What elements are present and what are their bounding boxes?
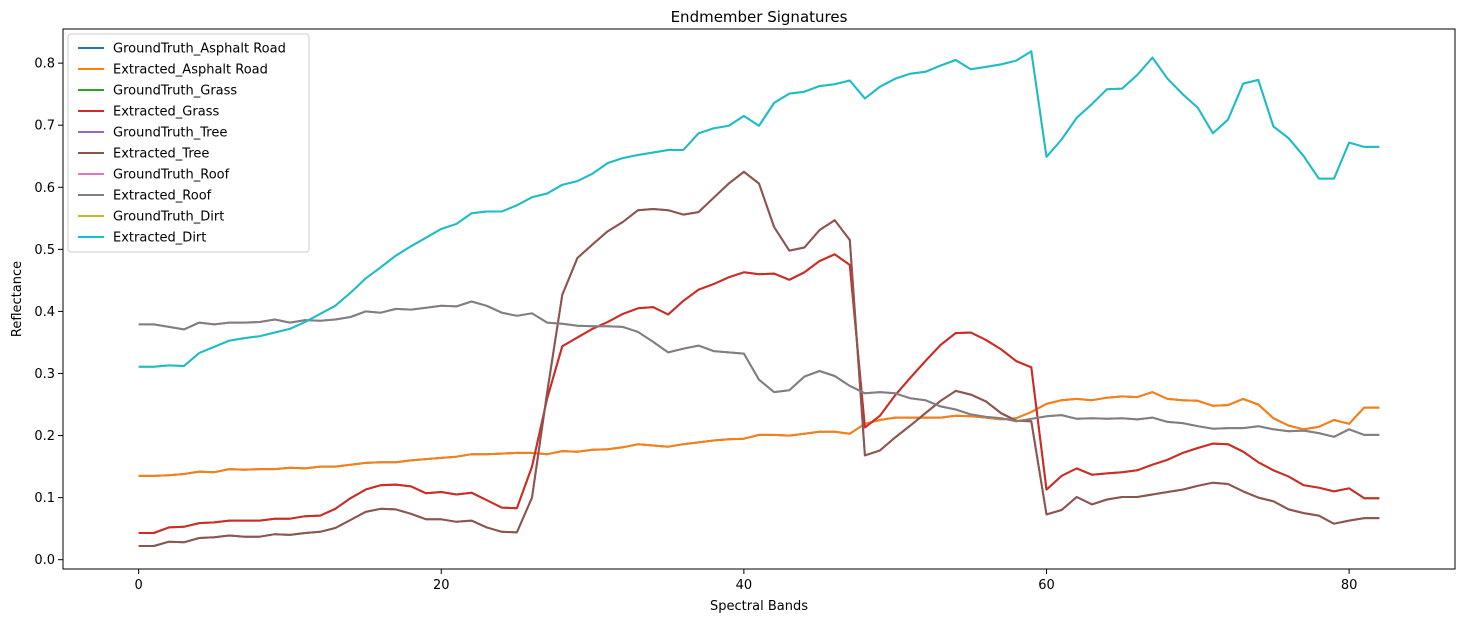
- legend-label-8: GroundTruth_Dirt: [113, 210, 224, 225]
- y-tick-label-6: 0.6: [34, 181, 55, 196]
- y-tick-label-2: 0.2: [34, 429, 55, 444]
- x-tick-label-2: 40: [736, 578, 753, 593]
- x-axis: 0 20 40 60 80: [135, 569, 1358, 593]
- series-line-3: [138, 253, 1380, 534]
- legend-label-2: GroundTruth_Grass: [113, 84, 237, 99]
- series-line-1: [138, 391, 1380, 477]
- y-tick-label-4: 0.4: [34, 305, 55, 320]
- legend-label-3: Extracted_Grass: [113, 105, 219, 120]
- y-tick-label-3: 0.3: [34, 367, 55, 382]
- x-tick-label-3: 60: [1038, 578, 1055, 593]
- y-tick-label-1: 0.1: [34, 491, 55, 506]
- legend-label-9: Extracted_Dirt: [113, 231, 206, 246]
- x-tick-label-0: 0: [135, 578, 143, 593]
- legend-box: [67, 33, 310, 253]
- series-layer: [138, 50, 1380, 547]
- x-axis-title: Spectral Bands: [710, 599, 808, 614]
- legend-label-5: Extracted_Tree: [113, 147, 209, 162]
- series-line-9: [138, 50, 1380, 368]
- legend-label-0: GroundTruth_Asphalt Road: [113, 42, 286, 57]
- legend-label-4: GroundTruth_Tree: [113, 126, 227, 141]
- series-line-5: [138, 170, 1380, 547]
- legend-label-7: Extracted_Roof: [113, 189, 212, 204]
- legend-label-1: Extracted_Asphalt Road: [113, 63, 268, 78]
- y-tick-label-8: 0.8: [34, 57, 55, 72]
- y-tick-label-0: 0.0: [34, 553, 55, 568]
- y-tick-label-7: 0.7: [34, 119, 55, 134]
- series-line-7: [138, 300, 1380, 438]
- legend: GroundTruth_Asphalt Road Extracted_Asphal…: [67, 33, 310, 253]
- y-axis: 0.0 0.1 0.2 0.3 0.4 0.5 0.6 0.7 0.8: [34, 57, 63, 568]
- legend-label-6: GroundTruth_Roof: [113, 168, 230, 183]
- x-tick-label-1: 20: [433, 578, 450, 593]
- y-tick-label-5: 0.5: [34, 243, 55, 258]
- plot-frame: [62, 28, 1456, 570]
- chart-title: Endmember Signatures: [671, 8, 848, 26]
- y-axis-title: Reflectance: [10, 261, 25, 337]
- x-tick-label-4: 80: [1341, 578, 1358, 593]
